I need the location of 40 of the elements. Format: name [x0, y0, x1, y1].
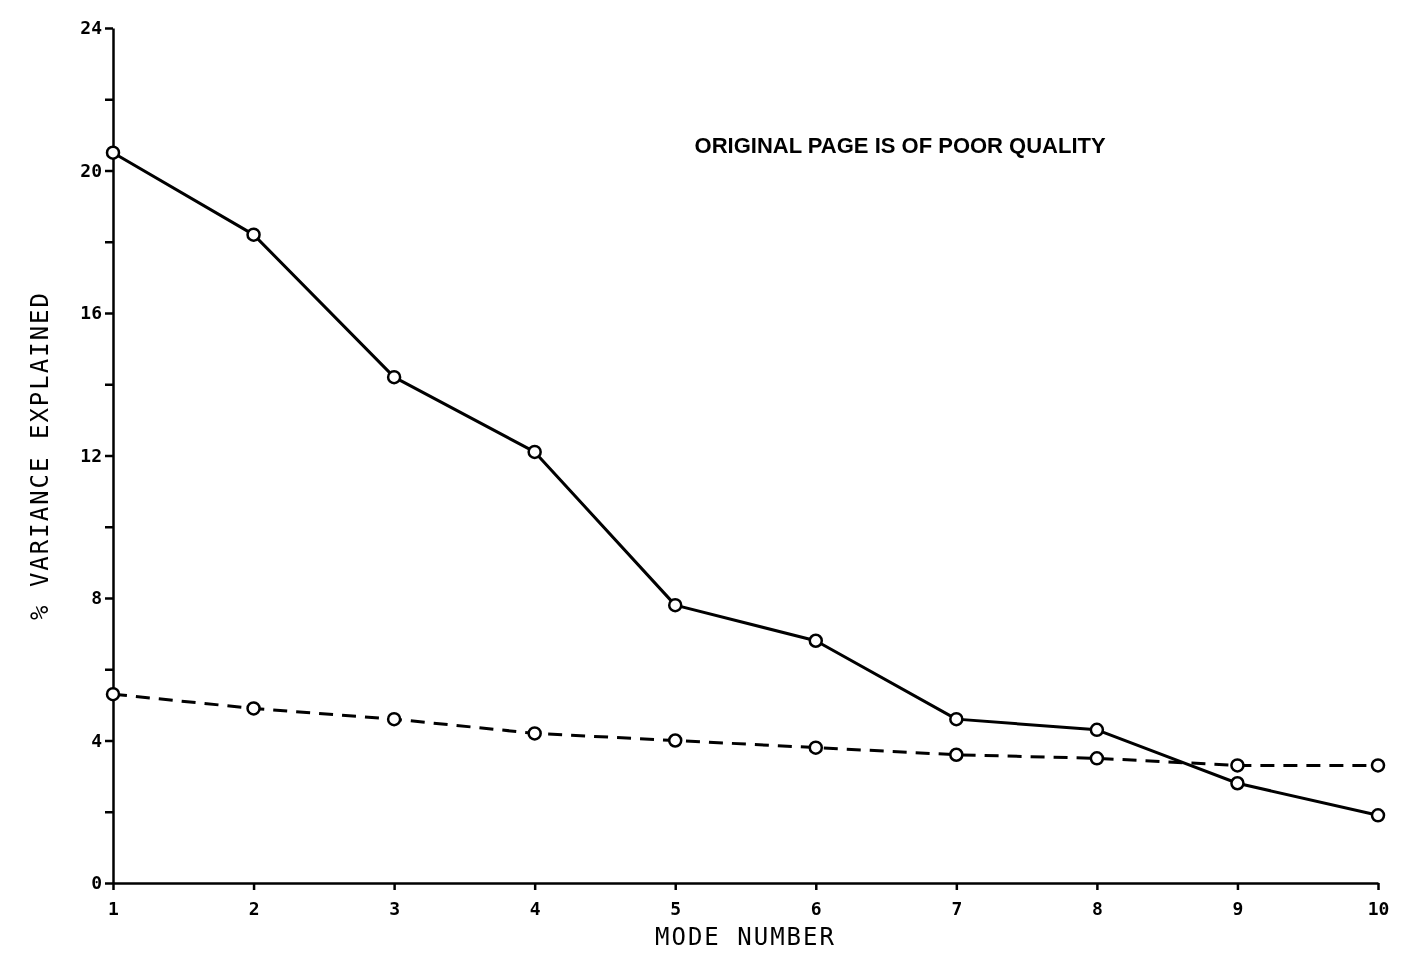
point	[527, 726, 542, 741]
y-tick-label: 8	[91, 587, 102, 609]
y-tick-label: 12	[80, 444, 102, 466]
point	[949, 711, 964, 727]
point	[808, 633, 824, 648]
x-tick-label: 3	[389, 897, 401, 919]
point	[246, 701, 261, 716]
point	[1230, 758, 1245, 773]
point	[386, 369, 402, 385]
y-tick-label: 0	[91, 872, 102, 894]
point	[949, 747, 964, 762]
x-tick-label: 8	[1091, 897, 1103, 919]
x-tick-label: 4	[529, 897, 541, 919]
y-tick-label: 24	[80, 17, 103, 39]
point	[808, 740, 824, 755]
point	[386, 711, 402, 727]
y-tick-label: 16	[80, 302, 102, 324]
point	[1370, 808, 1386, 823]
x-tick-label: 1	[108, 897, 119, 919]
point	[1370, 758, 1386, 773]
x-tick-label: 10	[1367, 897, 1390, 919]
point	[105, 145, 121, 160]
point	[1230, 776, 1245, 791]
x-tick-label: 5	[670, 897, 682, 919]
x-tick-label: 2	[248, 897, 260, 919]
x-tick-label: 6	[810, 897, 822, 919]
point	[1089, 722, 1105, 738]
point	[667, 597, 683, 613]
point	[246, 227, 261, 242]
y-tick-label: 20	[80, 159, 102, 181]
x-axis-title: MODE NUMBER	[655, 923, 836, 951]
y-tick-label: 4	[91, 729, 103, 751]
annotation: ORIGINAL PAGE IS OF POOR QUALITY	[694, 132, 1106, 158]
x-tick-label: 7	[951, 897, 963, 919]
point	[527, 444, 542, 460]
point	[105, 686, 121, 702]
y-axis-title: % VARIANCE EXPLAINED	[26, 291, 54, 620]
x-tick-label: 9	[1232, 897, 1244, 919]
point	[667, 733, 683, 748]
point	[1089, 751, 1105, 766]
